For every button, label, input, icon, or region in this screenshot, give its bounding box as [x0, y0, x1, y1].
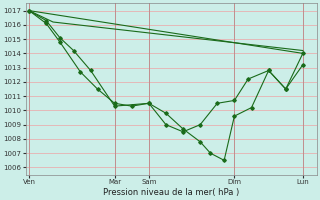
X-axis label: Pression niveau de la mer( hPa ): Pression niveau de la mer( hPa ) [103, 188, 239, 197]
